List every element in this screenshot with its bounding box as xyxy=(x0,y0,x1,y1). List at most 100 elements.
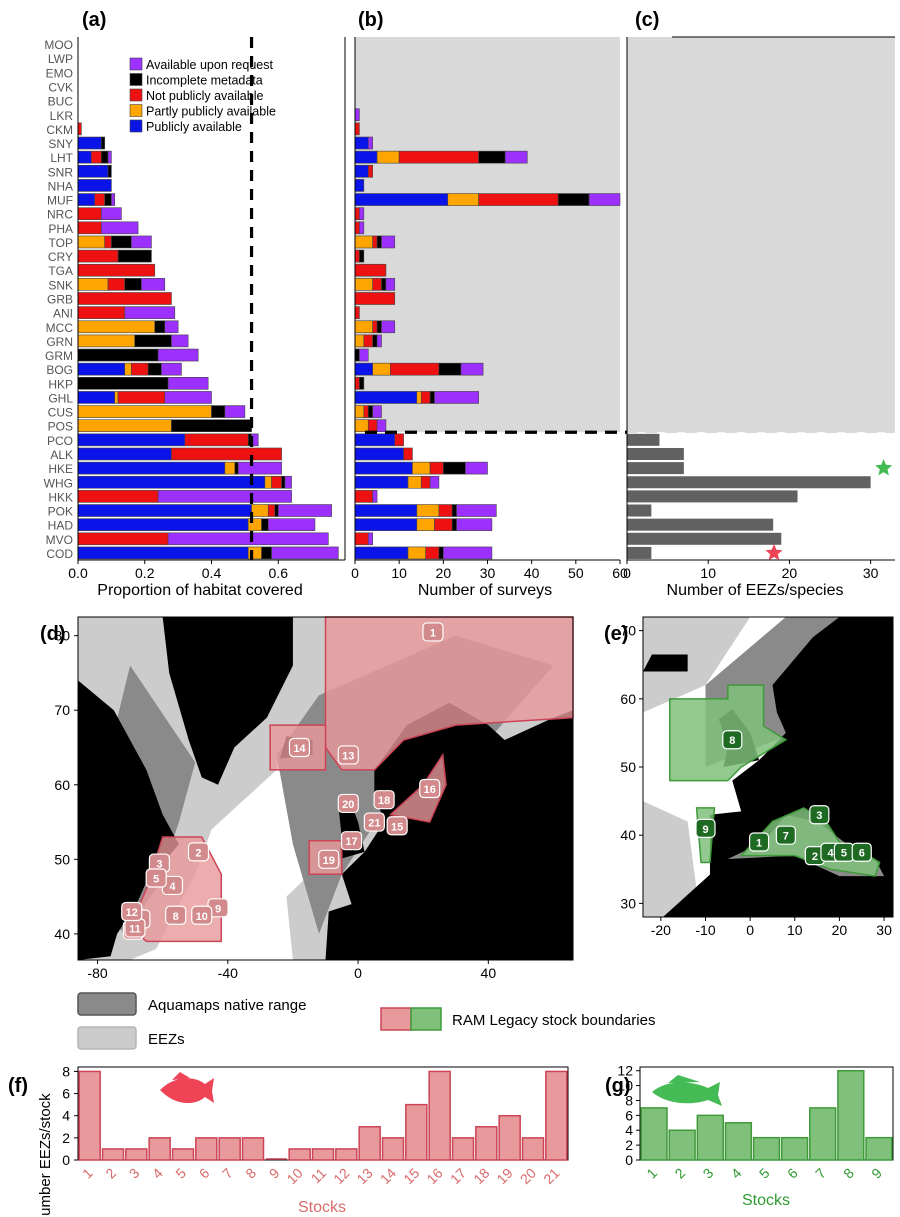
panel-a-ytick-HKE: HKE xyxy=(48,462,73,476)
panel-a-ytick-WHG: WHG xyxy=(44,476,73,490)
panel-label-b: (b) xyxy=(358,9,384,31)
panel-a-bar-PCO-0 xyxy=(77,433,186,447)
panel-a-bar-BOG-4 xyxy=(161,362,182,376)
map-e-label-1: 1 xyxy=(756,838,762,850)
panel-a-bar-GHL-4 xyxy=(164,391,212,404)
panel-a-ytick-EMO: EMO xyxy=(46,66,73,80)
panel-b-bar-HKE-0 xyxy=(354,461,413,475)
legend-eez-label: EEZs xyxy=(148,1031,185,1048)
panel-a-bar-CRY-2 xyxy=(77,249,119,263)
map-e-iceland xyxy=(643,654,688,672)
legend-aquamaps-label: Aquamaps native range xyxy=(148,997,306,1014)
panel-b-bar-GHL-0 xyxy=(354,391,418,404)
map-e-xtick-10: 10 xyxy=(787,922,803,938)
map-e-xtick-0: 0 xyxy=(746,922,754,938)
panel-f-xlabel: Stocks xyxy=(298,1199,346,1216)
panel-c-bar-HKK xyxy=(627,490,798,503)
panel-a-bar-SNY-3 xyxy=(101,136,106,150)
panel-a-bar-HAD-4 xyxy=(267,518,316,531)
panel-b-bar-PHA-2 xyxy=(354,221,360,235)
panel-b-bar-GRM-4 xyxy=(359,348,369,362)
panel-b-bar-BOG-3 xyxy=(438,362,462,376)
panel-b-bar-CUS-4 xyxy=(372,405,382,418)
panel-f-ytick-8: 8 xyxy=(62,1063,70,1079)
panel-b-bar-HKE-3 xyxy=(443,461,466,475)
panel-a-bar-GRB-2 xyxy=(77,292,172,305)
panel-a-bar-SNR-0 xyxy=(77,164,109,178)
panel-f-xtick-13: 13 xyxy=(353,1165,375,1187)
panel-a-bar-SNK-4 xyxy=(141,278,166,291)
panel-b-bar-TOP-2 xyxy=(372,235,378,249)
panel-b-bar-PHA-4 xyxy=(359,221,365,235)
panel-g-xtick-5: 5 xyxy=(756,1165,773,1182)
panel-g-ytick-12: 12 xyxy=(617,1063,633,1079)
map-e-xtick--10: -10 xyxy=(695,922,715,938)
panel-b-xtick-40: 40 xyxy=(524,565,540,581)
panel-b-bar-ALK-2 xyxy=(403,447,413,461)
panel-a-bar-MVO-2 xyxy=(77,532,169,546)
panel-g-bar-2 xyxy=(668,1129,696,1161)
map-e-label-box-7 xyxy=(775,825,796,845)
panel-b-bar-HKP-2 xyxy=(354,377,360,390)
panel-f-bar-20 xyxy=(521,1137,545,1161)
panel-a-ytick-POK: POK xyxy=(48,505,73,519)
panel-b-xtick-30: 30 xyxy=(480,565,496,581)
panel-a-bar-HKK-2 xyxy=(77,490,159,503)
map-d-label-box-2 xyxy=(187,842,210,862)
panel-f-bar-2 xyxy=(101,1148,125,1161)
legend-swatch-0 xyxy=(129,57,143,71)
map-d-label-21: 21 xyxy=(368,818,380,830)
panel-a-ytick-CVK: CVK xyxy=(48,80,73,94)
panel-a-ytick-TOP: TOP xyxy=(49,236,73,250)
panel-b-bar-POS-4 xyxy=(376,419,387,433)
panel-f-bar-14 xyxy=(381,1137,405,1161)
map-d-stock-baltic xyxy=(389,752,447,823)
panel-b-bar-MUF-1 xyxy=(447,193,479,206)
panel-a-bar-COD-0 xyxy=(77,546,249,560)
panel-c-xlabel: Number of EEZs/species xyxy=(667,582,844,599)
panel-a-ytick-MUF: MUF xyxy=(47,194,73,208)
map-e-label-9: 9 xyxy=(702,824,708,836)
map-d-greenland xyxy=(162,617,293,785)
panel-a-ytick-CRY: CRY xyxy=(48,250,73,264)
panel-b-bar-POS-1 xyxy=(354,419,369,433)
panel-c-bar-POK xyxy=(627,504,652,517)
legend-data-availability: Available upon request Incomplete metadat… xyxy=(129,57,276,134)
panel-a-bar-POS-3 xyxy=(171,419,252,433)
panel-g-bar-4 xyxy=(724,1122,753,1161)
panel-f-xtick-9: 9 xyxy=(266,1165,283,1182)
panel-a-ytick-LHT: LHT xyxy=(50,151,73,165)
panel-a-bar-GHL-2 xyxy=(117,391,166,404)
panel-a-bar-SNR-3 xyxy=(107,164,112,178)
panel-f-bar-11 xyxy=(311,1148,335,1161)
panel-c-bar-ALK xyxy=(627,447,684,460)
panel-b-bar-BOG-0 xyxy=(354,362,373,376)
map-d-ytick-80: 80 xyxy=(54,628,70,644)
panel-b-bar-BOG-2 xyxy=(390,362,440,376)
panel-b-bar-GRN-4 xyxy=(376,334,382,348)
panel-f-xtick-12: 12 xyxy=(330,1165,352,1187)
panel-a-bar-TGA-2 xyxy=(77,263,156,277)
panel-b-bar-LHT-2 xyxy=(398,150,479,164)
panel-b-bar-WHG-1 xyxy=(407,475,422,489)
panel-c-xtick-30: 30 xyxy=(863,565,879,581)
panel-a-bar-ANI-2 xyxy=(77,306,126,319)
panel-b-bar-GRN-3 xyxy=(372,334,378,348)
panel-f-ytick-6: 6 xyxy=(62,1086,70,1102)
panel-b-bar-HKP-3 xyxy=(359,377,365,390)
panel-b-bar-GRN-2 xyxy=(363,334,373,348)
panel-a-bar-HKK-4 xyxy=(157,490,292,503)
panel-a-ytick-HKP: HKP xyxy=(48,377,73,391)
panel-b-bar-NHA-0 xyxy=(354,179,365,192)
panel-a-bar-BOG-0 xyxy=(77,362,126,376)
panel-f-ylabel: Number EEZs/stock xyxy=(37,1093,54,1217)
map-e-xtick--20: -20 xyxy=(651,922,671,938)
legend-map: Aquamaps native range EEZs RAM Legacy st… xyxy=(77,992,655,1050)
panel-g-xtick-3: 3 xyxy=(700,1165,717,1182)
panel-label-a: (a) xyxy=(82,9,106,31)
panel-a-bar-LHT-3 xyxy=(101,150,109,164)
panel-a-ytick-TGA: TGA xyxy=(48,264,73,278)
panel-f-bar-17 xyxy=(451,1137,475,1161)
legend-swatch-2 xyxy=(129,88,143,102)
